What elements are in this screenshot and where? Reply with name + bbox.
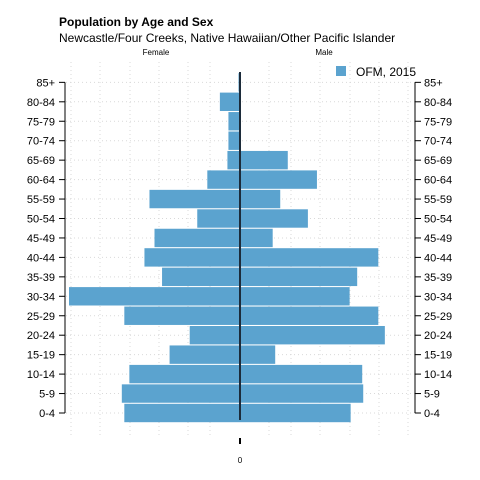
bar-male-45-49 xyxy=(240,228,273,248)
bar-female-70-74 xyxy=(228,131,240,150)
right-age-label: 20-24 xyxy=(424,330,452,342)
bar-female-25-29 xyxy=(124,306,240,325)
bar-female-15-19 xyxy=(169,345,240,364)
right-age-label: 5-9 xyxy=(424,389,440,401)
bars xyxy=(69,73,385,423)
right-age-label: 70-74 xyxy=(424,136,452,148)
left-age-label: 30-34 xyxy=(27,291,55,303)
legend-label: OFM, 2015 xyxy=(356,65,416,79)
chart-title: Population by Age and Sex xyxy=(59,15,214,29)
bar-female-40-44 xyxy=(144,248,240,267)
bar-female-80-84 xyxy=(219,92,240,111)
right-age-label: 65-69 xyxy=(424,155,452,167)
left-age-label: 45-49 xyxy=(27,233,55,245)
right-age-axis: 0-4 5-9 10-14 15-19 20-24 25-29 30-34 35-39 40-4… xyxy=(414,77,452,420)
bar-male-0-4 xyxy=(240,403,351,423)
bar-female-75-79 xyxy=(228,112,240,131)
bar-female-0-4 xyxy=(124,403,240,423)
bar-male-15-19 xyxy=(240,345,276,364)
left-age-label: 20-24 xyxy=(27,330,55,342)
bar-male-55-59 xyxy=(240,189,281,209)
left-age-label: 40-44 xyxy=(27,252,55,264)
bar-female-55-59 xyxy=(149,189,240,209)
right-age-label: 55-59 xyxy=(424,194,452,206)
right-age-label: 45-49 xyxy=(424,233,452,245)
right-age-label: 40-44 xyxy=(424,252,452,264)
bar-female-35-39 xyxy=(162,267,240,287)
bar-female-20-24 xyxy=(189,326,240,345)
bar-female-5-9 xyxy=(121,384,240,403)
right-age-label: 0-4 xyxy=(424,408,440,420)
bar-male-35-39 xyxy=(240,267,358,287)
right-age-label: 60-64 xyxy=(424,175,452,187)
right-age-label: 35-39 xyxy=(424,272,452,284)
bar-male-50-54 xyxy=(240,209,308,228)
left-age-label: 55-59 xyxy=(27,194,55,206)
left-age-label: 70-74 xyxy=(27,136,55,148)
left-age-label: 25-29 xyxy=(27,311,55,323)
bar-male-5-9 xyxy=(240,384,364,403)
chart-subtitle: Newcastle/Four Creeks, Native Hawaiian/O… xyxy=(59,31,395,45)
left-age-label: 15-19 xyxy=(27,350,55,362)
x-zero-tick-label: 0 xyxy=(238,456,243,465)
bar-male-30-34 xyxy=(240,287,350,306)
left-age-label: 80-84 xyxy=(27,97,55,109)
bar-female-60-64 xyxy=(207,170,240,189)
left-age-axis: 0-4 5-9 10-14 15-19 20-24 25-29 30-34 35-39 40-4… xyxy=(27,77,66,420)
right-age-label: 80-84 xyxy=(424,97,452,109)
male-side-label: Male xyxy=(315,48,333,57)
bar-male-65-69 xyxy=(240,150,288,170)
left-age-label: 65-69 xyxy=(27,155,55,167)
right-age-label: 15-19 xyxy=(424,350,452,362)
bar-female-50-54 xyxy=(197,209,240,228)
left-age-label: 60-64 xyxy=(27,175,55,187)
right-age-label: 10-14 xyxy=(424,369,452,381)
bar-female-45-49 xyxy=(154,228,240,248)
bar-male-60-64 xyxy=(240,170,317,189)
left-age-label: 85+ xyxy=(36,77,55,89)
right-age-label: 50-54 xyxy=(424,214,452,226)
legend: OFM, 2015 xyxy=(336,65,416,79)
right-age-label: 30-34 xyxy=(424,291,452,303)
bar-female-65-69 xyxy=(227,150,240,170)
female-side-label: Female xyxy=(143,48,170,57)
left-age-label: 5-9 xyxy=(39,389,55,401)
legend-swatch xyxy=(336,66,346,76)
left-age-label: 50-54 xyxy=(27,214,55,226)
left-age-label: 0-4 xyxy=(39,408,55,420)
bar-female-30-34 xyxy=(69,287,240,306)
bar-male-10-14 xyxy=(240,364,363,384)
bar-female-10-14 xyxy=(129,364,240,384)
bar-male-20-24 xyxy=(240,326,385,345)
bar-male-40-44 xyxy=(240,248,379,267)
left-age-label: 35-39 xyxy=(27,272,55,284)
right-age-label: 25-29 xyxy=(424,311,452,323)
left-age-label: 10-14 xyxy=(27,369,55,381)
right-age-label: 85+ xyxy=(424,77,443,89)
right-age-label: 75-79 xyxy=(424,116,452,128)
left-age-label: 75-79 xyxy=(27,116,55,128)
bar-male-25-29 xyxy=(240,306,379,325)
